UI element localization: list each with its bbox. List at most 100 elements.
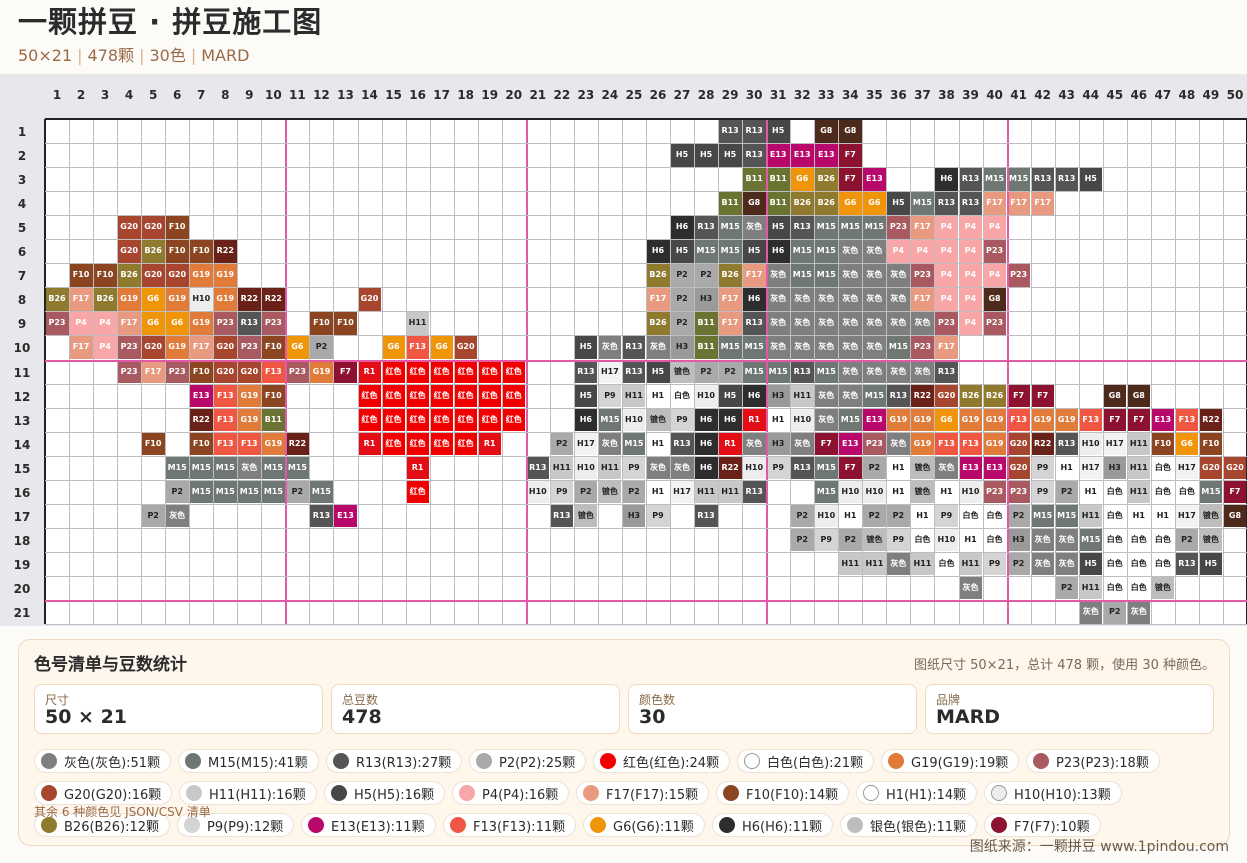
bead-cell[interactable]: F17 [1007, 191, 1031, 215]
bead-cell[interactable]: F7 [1007, 384, 1031, 408]
bead-cell[interactable]: G19 [189, 263, 213, 287]
bead-cell[interactable]: H3 [694, 287, 718, 311]
bead-cell[interactable]: P2 [1103, 600, 1127, 624]
bead-cell[interactable]: 镀色 [1199, 528, 1223, 552]
bead-cell[interactable]: G8 [838, 119, 862, 143]
bead-cell[interactable]: H3 [1007, 528, 1031, 552]
bead-cell[interactable]: G20 [117, 239, 141, 263]
bead-cell[interactable]: B26 [790, 191, 814, 215]
bead-cell[interactable]: P23 [45, 311, 69, 335]
bead-cell[interactable]: H10 [814, 504, 838, 528]
bead-cell[interactable]: G19 [237, 384, 261, 408]
bead-cell[interactable]: P4 [959, 287, 983, 311]
bead-cell[interactable]: P9 [1031, 480, 1055, 504]
bead-cell[interactable]: R13 [790, 215, 814, 239]
bead-cell[interactable]: H17 [1103, 432, 1127, 456]
bead-cell[interactable]: R1 [358, 360, 382, 383]
bead-cell[interactable]: 红色 [406, 384, 430, 408]
bead-cell[interactable]: R13 [1031, 167, 1055, 191]
bead-cell[interactable]: R22 [1199, 408, 1223, 432]
bead-cell[interactable]: M15 [862, 215, 886, 239]
bead-cell[interactable]: P9 [814, 528, 838, 552]
bead-cell[interactable]: G6 [382, 335, 406, 359]
bead-cell[interactable]: P2 [309, 335, 333, 359]
bead-cell[interactable]: 灰色 [790, 335, 814, 359]
bead-cell[interactable]: 灰色 [1127, 600, 1151, 624]
bead-cell[interactable]: P2 [141, 504, 165, 528]
bead-cell[interactable]: R22 [261, 287, 285, 311]
bead-cell[interactable]: H10 [838, 480, 862, 504]
bead-cell[interactable]: P2 [1055, 576, 1079, 600]
bead-cell[interactable]: P4 [983, 263, 1007, 287]
bead-cell[interactable]: 白色 [983, 504, 1007, 528]
bead-cell[interactable]: B11 [766, 167, 790, 191]
bead-cell[interactable]: F10 [1151, 432, 1175, 456]
bead-cell[interactable]: H10 [934, 528, 958, 552]
bead-cell[interactable]: B26 [117, 263, 141, 287]
bead-cell[interactable]: 灰色 [862, 335, 886, 359]
bead-cell[interactable]: F10 [189, 239, 213, 263]
bead-cell[interactable]: 白色 [1151, 552, 1175, 576]
bead-cell[interactable]: B11 [694, 311, 718, 335]
bead-cell[interactable]: M15 [814, 215, 838, 239]
bead-cell[interactable]: F10 [333, 311, 357, 335]
bead-cell[interactable]: E13 [983, 456, 1007, 480]
bead-cell[interactable]: M15 [165, 456, 189, 480]
bead-cell[interactable]: 灰色 [646, 335, 670, 359]
bead-cell[interactable]: P4 [93, 311, 117, 335]
bead-cell[interactable]: H3 [670, 335, 694, 359]
bead-cell[interactable]: 灰色 [886, 552, 910, 576]
bead-cell[interactable]: P23 [886, 215, 910, 239]
bead-cell[interactable]: P2 [670, 263, 694, 287]
bead-cell[interactable]: P2 [670, 311, 694, 335]
bead-cell[interactable]: M15 [189, 456, 213, 480]
bead-cell[interactable]: 灰色 [742, 432, 766, 456]
bead-cell[interactable]: G19 [261, 432, 285, 456]
bead-cell[interactable]: 白色 [1175, 480, 1199, 504]
bead-cell[interactable]: 灰色 [862, 263, 886, 287]
bead-cell[interactable]: 红色 [478, 384, 502, 408]
bead-cell[interactable]: 灰色 [790, 287, 814, 311]
bead-cell[interactable]: H11 [838, 552, 862, 576]
bead-cell[interactable]: F13 [213, 408, 237, 432]
bead-cell[interactable]: R13 [934, 191, 958, 215]
bead-cell[interactable]: P2 [694, 263, 718, 287]
bead-cell[interactable]: 白色 [1127, 552, 1151, 576]
bead-cell[interactable]: F7 [1103, 408, 1127, 432]
bead-cell[interactable]: F17 [910, 215, 934, 239]
bead-cell[interactable]: 灰色 [934, 456, 958, 480]
bead-cell[interactable]: F17 [69, 287, 93, 311]
bead-cell[interactable]: P2 [862, 456, 886, 480]
bead-cell[interactable]: M15 [718, 239, 742, 263]
bead-cell[interactable]: P4 [959, 311, 983, 335]
bead-cell[interactable]: 红色 [478, 360, 502, 383]
bead-cell[interactable]: B26 [646, 263, 670, 287]
bead-cell[interactable]: H10 [189, 287, 213, 311]
bead-cell[interactable]: G6 [838, 191, 862, 215]
bead-cell[interactable]: H1 [886, 480, 910, 504]
bead-cell[interactable]: 镀色 [670, 360, 694, 383]
bead-cell[interactable]: 红色 [358, 384, 382, 408]
bead-cell[interactable]: R22 [189, 408, 213, 432]
bead-cell[interactable]: 灰色 [910, 360, 934, 383]
bead-cell[interactable]: H5 [1079, 167, 1103, 191]
bead-cell[interactable]: H11 [1127, 480, 1151, 504]
bead-cell[interactable]: H5 [694, 143, 718, 167]
bead-cell[interactable]: 灰色 [790, 311, 814, 335]
bead-cell[interactable]: F17 [910, 287, 934, 311]
bead-cell[interactable]: R22 [213, 239, 237, 263]
bead-cell[interactable]: P23 [910, 263, 934, 287]
bead-cell[interactable]: M15 [261, 456, 285, 480]
bead-cell[interactable]: R22 [718, 456, 742, 480]
bead-cell[interactable]: G19 [117, 287, 141, 311]
bead-cell[interactable]: G8 [742, 191, 766, 215]
bead-cell[interactable]: 灰色 [862, 287, 886, 311]
bead-cell[interactable]: 灰色 [862, 311, 886, 335]
bead-cell[interactable]: 灰色 [814, 287, 838, 311]
bead-cell[interactable]: 镀色 [862, 528, 886, 552]
bead-cell[interactable]: P23 [983, 311, 1007, 335]
bead-cell[interactable]: P2 [886, 504, 910, 528]
bead-cell[interactable]: 红色 [454, 384, 478, 408]
bead-cell[interactable]: 镀色 [598, 480, 622, 504]
bead-cell[interactable]: H5 [742, 239, 766, 263]
